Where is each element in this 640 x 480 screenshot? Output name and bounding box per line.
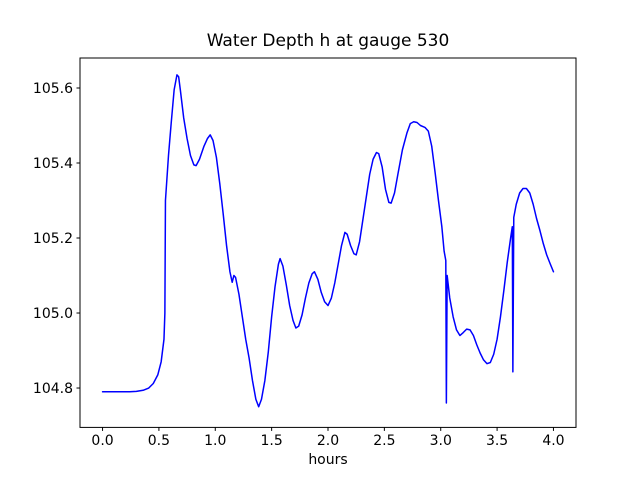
x-tick-label: 2.5 <box>373 433 395 449</box>
y-tick-label: 105.4 <box>33 156 73 172</box>
x-tick-label: 2.0 <box>317 433 339 449</box>
x-tick-label: 3.5 <box>486 433 508 449</box>
x-tick-label: 0.0 <box>91 433 113 449</box>
x-tick-label: 1.0 <box>204 433 226 449</box>
y-tick-label: 104.8 <box>33 381 73 397</box>
x-tick-label: 1.5 <box>261 433 283 449</box>
x-tick-label: 4.0 <box>542 433 564 449</box>
x-tick-label: 3.0 <box>430 433 452 449</box>
y-tick-label: 105.2 <box>33 231 73 247</box>
y-tick-label: 105.0 <box>33 306 73 322</box>
x-axis-label: hours <box>308 452 347 468</box>
x-tick-label: 0.5 <box>148 433 170 449</box>
axes-frame <box>79 57 577 428</box>
chart-title: Water Depth h at gauge 530 <box>207 31 450 51</box>
y-tick-label: 105.6 <box>33 81 73 97</box>
plot-area: 0.0 0.5 1.0 1.5 2.0 2.5 3.0 3.5 4.0 104.8 105.0 105… <box>33 57 577 449</box>
data-line-h <box>101 74 555 408</box>
